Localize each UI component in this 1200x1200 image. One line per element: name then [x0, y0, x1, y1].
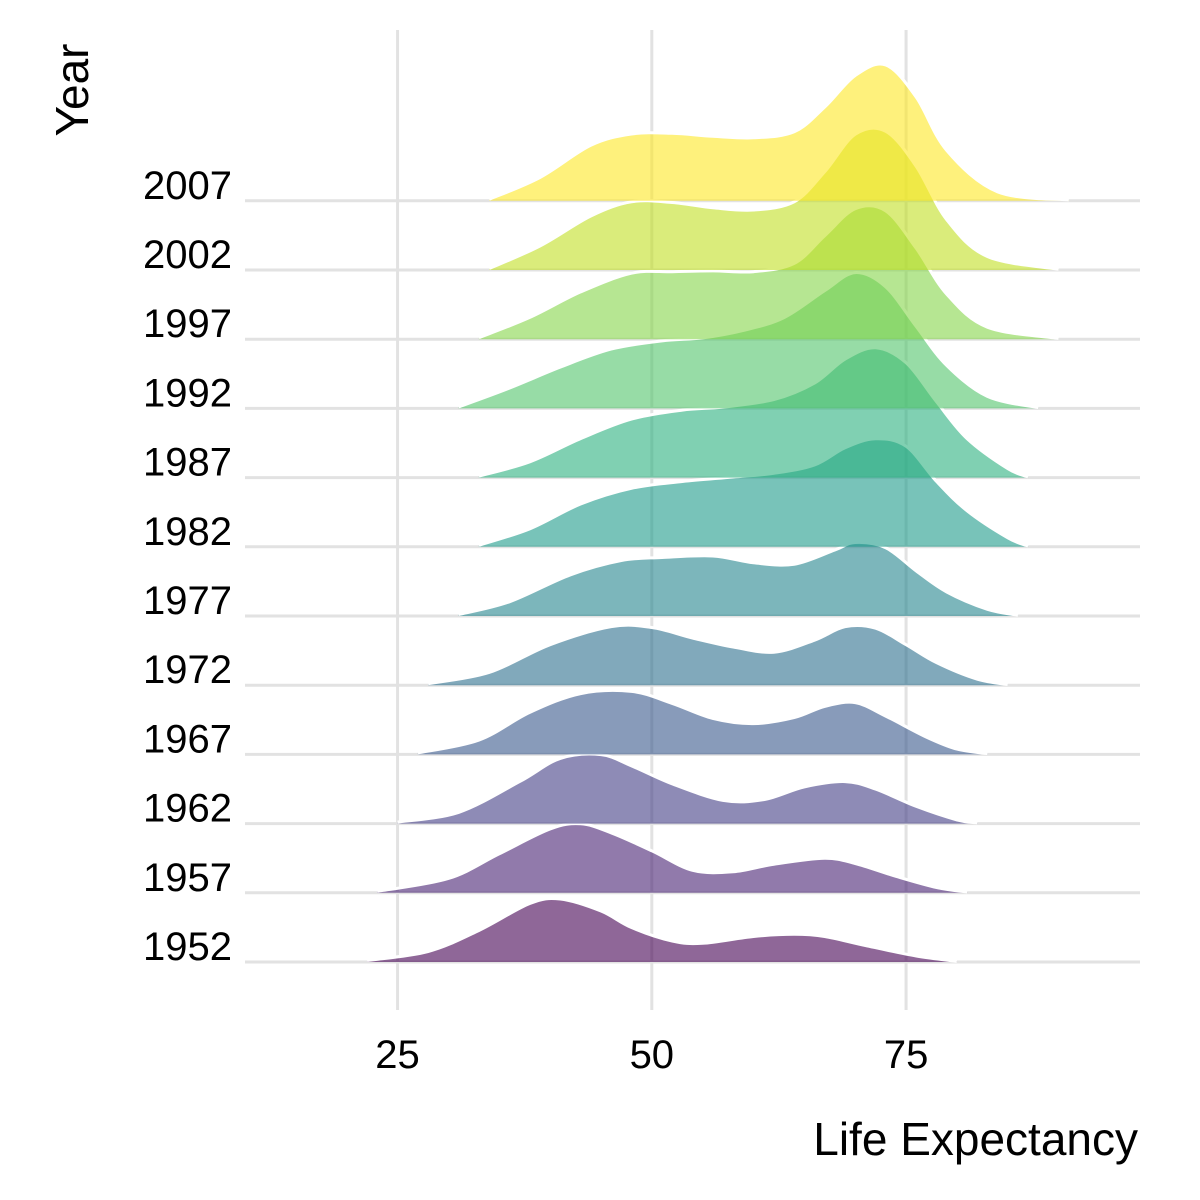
y-tick-label-1987: 1987 [143, 441, 232, 485]
y-tick-label-2002: 2002 [143, 233, 232, 277]
x-tick-labels: 25 50 75 [375, 1033, 928, 1077]
y-tick-label-1982: 1982 [143, 510, 232, 554]
ridge-outline-2002 [488, 126, 1059, 271]
ridge-fill-1997 [478, 205, 1059, 340]
y-tick-label-1952: 1952 [143, 925, 232, 969]
x-tick-label-75: 75 [884, 1033, 929, 1077]
ridge-fill-1962 [397, 754, 978, 824]
ridge-fill-2007 [489, 64, 1069, 201]
ridge-outline-1962 [397, 752, 978, 825]
ridge-outline-1967 [417, 688, 988, 756]
x-tick-label-50: 50 [630, 1033, 675, 1077]
ridge-outline-1952 [366, 896, 958, 963]
ridge-outline-1977 [458, 540, 1019, 617]
y-axis-title: Year [46, 44, 98, 137]
ridges [366, 62, 1069, 963]
y-tick-label-2007: 2007 [143, 164, 232, 208]
y-tick-label-1972: 1972 [143, 648, 232, 692]
y-tick-label-1957: 1957 [143, 856, 232, 900]
ridge-fill-1967 [417, 690, 988, 755]
ridge-outline-1972 [427, 623, 1009, 686]
ridge-outline-2007 [488, 62, 1069, 202]
ridge-fill-1972 [428, 625, 1008, 686]
y-tick-label-1997: 1997 [143, 302, 232, 346]
y-tick-labels: 1952 1957 1962 1967 1972 1977 1982 1987 1992 1997… [143, 164, 232, 969]
y-tick-label-1977: 1977 [143, 579, 232, 623]
y-tick-label-1992: 1992 [143, 371, 232, 415]
x-axis-title: Life Expectancy [813, 1113, 1138, 1165]
y-tick-label-1962: 1962 [143, 787, 232, 831]
ridge-fill-1957 [377, 823, 968, 893]
ridge-fill-2002 [489, 128, 1059, 270]
ridge-fill-1977 [458, 542, 1019, 616]
ridge-outline-1957 [376, 822, 968, 894]
x-tick-label-25: 25 [375, 1033, 420, 1077]
ridge-fill-1952 [367, 898, 957, 962]
y-tick-label-1967: 1967 [143, 717, 232, 761]
